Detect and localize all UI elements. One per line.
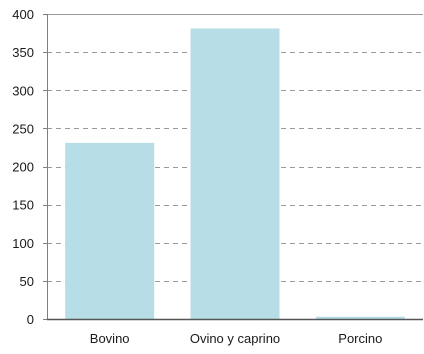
x-tick-label: Ovino y caprino [190,331,280,346]
x-tick-label: Porcino [338,331,382,346]
y-tick-label: 350 [12,45,34,60]
y-tick-label: 400 [12,7,34,22]
x-tick-labels: Bovino Ovino y caprino Porcino [90,331,383,346]
bar-ovino-y-caprino [190,28,280,320]
bars [65,28,405,320]
bar-bovino [65,142,155,319]
y-tick-label: 250 [12,121,34,136]
y-tick-label: 300 [12,83,34,98]
axes [43,14,423,321]
x-tick-label: Bovino [90,331,130,346]
bar-porcino [315,316,405,319]
y-tick-label: 100 [12,236,34,251]
gridlines [47,14,423,282]
y-tick-label: 50 [20,274,34,289]
y-tick-labels: 0 50 100 150 200 250 300 350 400 [12,7,34,327]
y-tick-label: 0 [27,312,34,327]
y-tick-label: 200 [12,160,34,175]
y-tick-label: 150 [12,198,34,213]
